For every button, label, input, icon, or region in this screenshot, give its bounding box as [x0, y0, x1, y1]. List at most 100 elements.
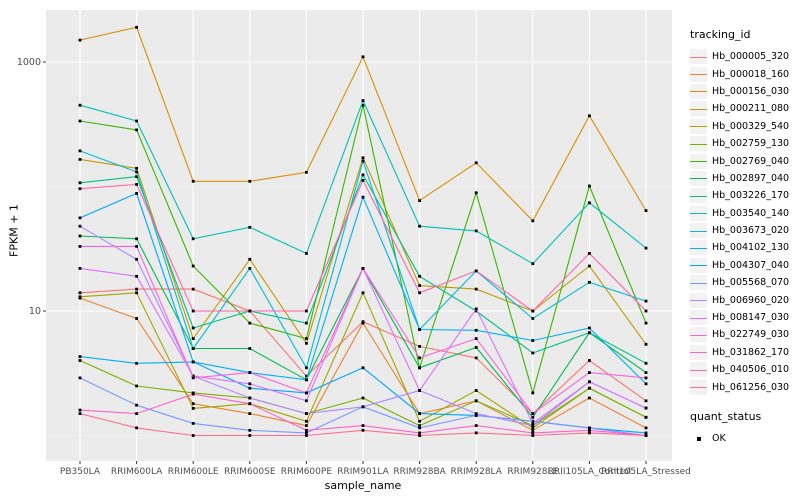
data-point: [191, 402, 195, 406]
data-point: [305, 391, 308, 395]
data-point: [361, 173, 365, 177]
legend-key-swatch: [690, 223, 707, 239]
legend-item-label: Hb_000018_160: [712, 68, 790, 80]
data-point: [531, 431, 535, 435]
legend-item-label: Hb_003673_020: [712, 225, 790, 237]
legend-item: Hb_022749_030: [690, 326, 798, 343]
data-point: [248, 382, 252, 386]
data-point: [588, 386, 591, 390]
x-tick-label: RRII105LA_Control: [548, 467, 631, 477]
legend-key-swatch: [690, 170, 707, 186]
data-point: [474, 309, 478, 313]
data-point: [588, 359, 591, 362]
data-point: [248, 321, 252, 325]
legend-item: Hb_061256_030: [690, 378, 798, 395]
data-point: [248, 412, 252, 415]
legend-item-label: Hb_004307_040: [712, 259, 790, 271]
legend-line-sample: [690, 91, 707, 93]
x-tick-label: PB350LA: [60, 467, 101, 477]
data-point: [531, 426, 535, 430]
x-tick-label: RRIM901LA: [337, 467, 389, 477]
data-point: [418, 199, 421, 202]
data-point: [531, 428, 535, 432]
data-point: [418, 424, 421, 427]
legend-item: Hb_000329_540: [690, 118, 798, 135]
data-point: [474, 356, 478, 360]
legend-key-swatch: [690, 344, 707, 360]
legend-key-swatch: [690, 136, 707, 152]
data-point: [191, 347, 195, 350]
data-point: [361, 321, 365, 325]
data-point: [531, 412, 535, 415]
data-point: [588, 431, 591, 435]
y-tick-label: 10: [29, 306, 41, 317]
data-point: [135, 317, 138, 320]
y-tick-label: 1000: [17, 57, 41, 68]
data-point: [531, 309, 535, 313]
series-Hb_003540_140: [78, 99, 648, 266]
x-tick-label: RRIM928BA: [393, 467, 446, 477]
data-point: [644, 426, 648, 430]
data-point: [191, 376, 195, 380]
series-Hb_061256_030: [78, 412, 648, 437]
legend-line-sample: [690, 300, 707, 302]
data-point: [588, 396, 591, 400]
data-point: [248, 386, 252, 390]
series-Hb_022749_030: [78, 245, 648, 415]
data-point: [531, 424, 535, 427]
legend-line-sample: [690, 108, 707, 110]
data-point: [191, 287, 195, 291]
data-point: [78, 158, 82, 161]
data-point: [418, 345, 421, 348]
legend-line-sample: [690, 352, 707, 354]
legend-item-label: Hb_000005_320: [712, 51, 790, 63]
data-point: [418, 389, 421, 392]
data-point: [135, 412, 138, 415]
legend-line-sample: [690, 161, 707, 163]
data-point: [191, 309, 195, 313]
legend-item: Hb_002759_130: [690, 135, 798, 152]
black-square-icon: [696, 436, 701, 441]
data-point: [531, 219, 535, 223]
data-point: [644, 361, 648, 365]
legend-item: Hb_004102_130: [690, 239, 798, 256]
data-point: [305, 366, 308, 370]
legend-item: Hb_003673_020: [690, 222, 798, 239]
x-tick-label: RRIM928LE: [507, 467, 558, 477]
legend-line-sample: [690, 387, 707, 389]
data-point: [588, 380, 591, 384]
data-point: [305, 341, 308, 345]
data-point: [588, 280, 591, 284]
data-point: [418, 434, 421, 437]
data-point: [78, 103, 82, 107]
legend-line-sample: [690, 213, 707, 215]
data-point: [78, 295, 82, 299]
data-point: [418, 328, 421, 331]
data-point: [474, 399, 478, 403]
legend-item: Hb_000018_160: [690, 65, 798, 82]
data-point: [361, 424, 365, 427]
data-point: [361, 396, 365, 400]
data-point: [588, 426, 591, 430]
legend-item: Hb_008147_030: [690, 309, 798, 326]
legend-item: Hb_000211_080: [690, 100, 798, 117]
data-point: [474, 412, 478, 415]
data-point: [248, 225, 252, 229]
legend-item-label: Hb_002759_130: [712, 138, 790, 150]
y-axis-title: FPKM + 1: [7, 204, 21, 257]
data-point: [135, 257, 138, 261]
data-point: [248, 428, 252, 432]
legend-item-label: Hb_061256_030: [712, 381, 790, 393]
data-point: [474, 346, 478, 349]
data-point: [135, 119, 138, 123]
legend-item-label: Hb_003540_140: [712, 207, 790, 219]
data-point: [588, 326, 591, 330]
data-point: [361, 103, 365, 107]
data-point: [305, 374, 308, 378]
legend-item: Hb_000156_030: [690, 83, 798, 100]
data-point: [135, 245, 138, 248]
data-point: [588, 184, 591, 188]
data-point: [474, 337, 478, 340]
data-point: [644, 246, 648, 250]
x-tick-label: RRIM928LA: [450, 467, 502, 477]
